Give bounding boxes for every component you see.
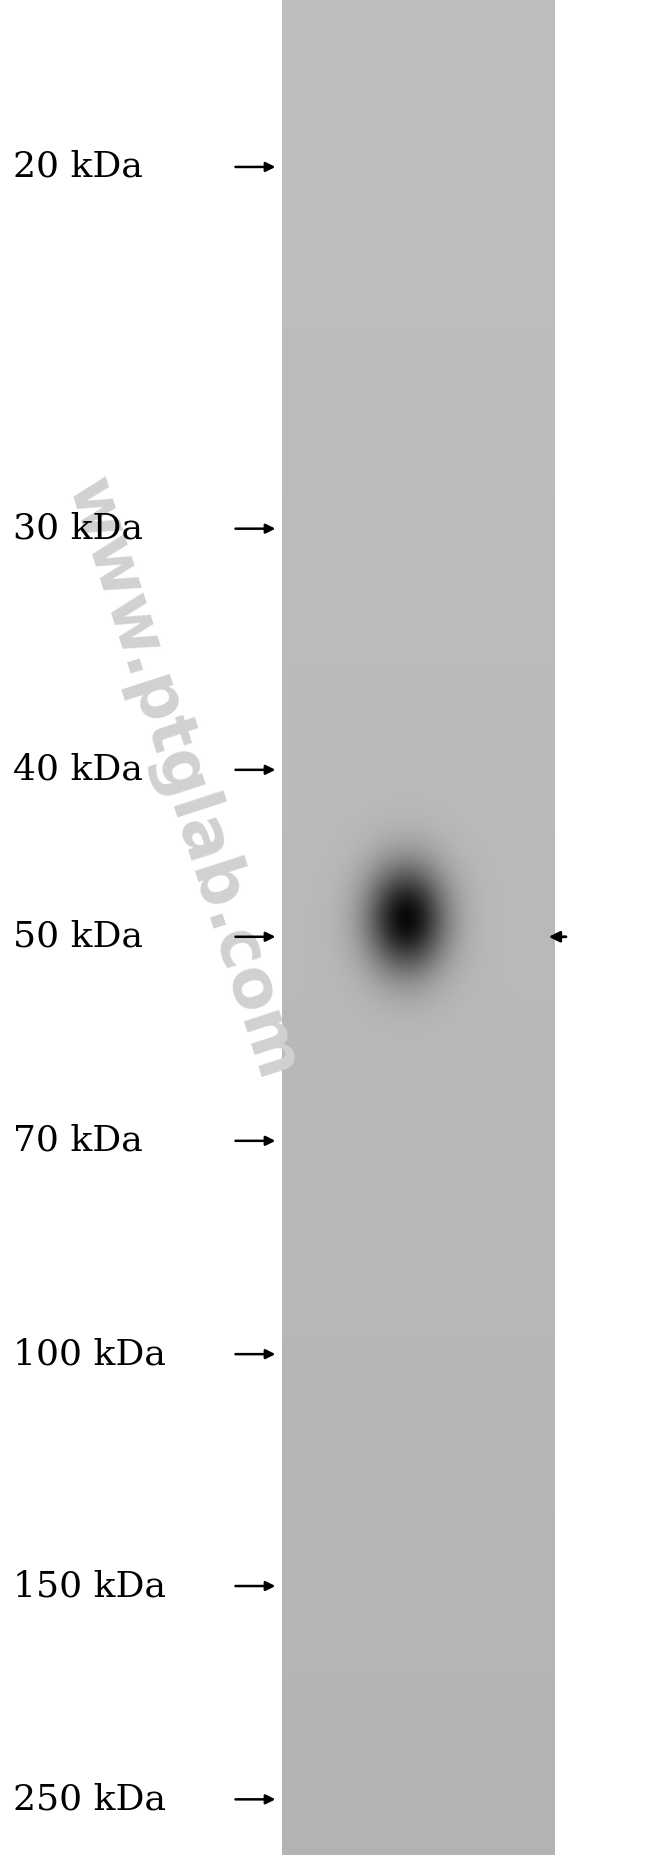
Text: www.ptglab.com: www.ptglab.com: [53, 469, 311, 1089]
Text: 30 kDa: 30 kDa: [13, 512, 143, 545]
Text: 70 kDa: 70 kDa: [13, 1124, 143, 1158]
Text: 50 kDa: 50 kDa: [13, 920, 143, 953]
Text: 20 kDa: 20 kDa: [13, 150, 143, 184]
Text: 100 kDa: 100 kDa: [13, 1337, 166, 1371]
Text: 150 kDa: 150 kDa: [13, 1569, 166, 1603]
Text: 250 kDa: 250 kDa: [13, 1783, 166, 1816]
Text: 40 kDa: 40 kDa: [13, 753, 143, 787]
